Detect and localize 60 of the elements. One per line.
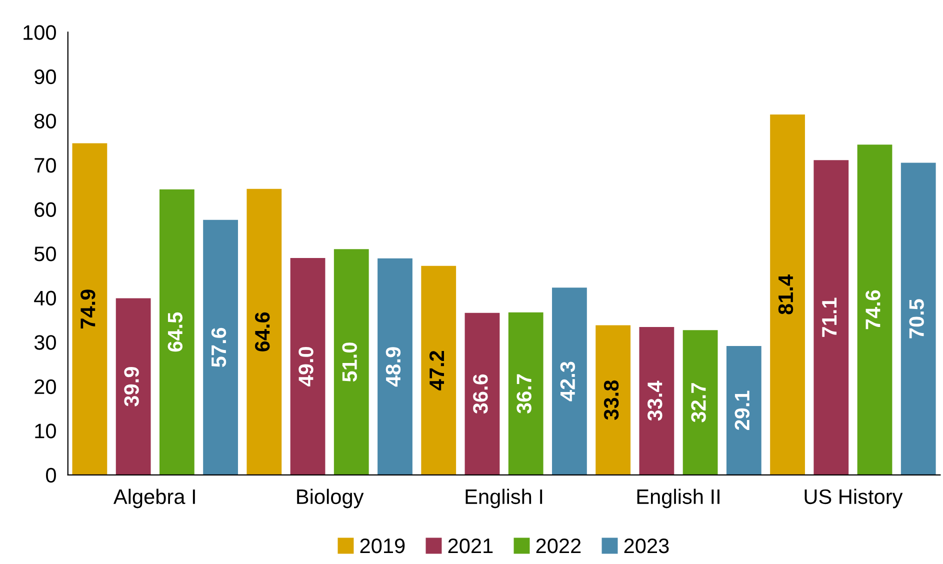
y-tick-label: 10 [35, 424, 56, 438]
bar [552, 288, 587, 475]
bar [421, 266, 456, 475]
data-label: 36.7 [516, 374, 532, 414]
bar [378, 258, 412, 475]
data-label: 36.6 [473, 374, 488, 414]
data-label: 29.1 [734, 390, 750, 430]
y-tick-label: 0 [46, 468, 56, 483]
data-label: 74.6 [866, 290, 880, 330]
bar [857, 144, 892, 475]
y-tick-label: 70 [34, 158, 56, 173]
bar [464, 312, 500, 475]
bar [246, 188, 282, 475]
bar [334, 249, 369, 475]
x-tick-label: English II [637, 488, 720, 508]
bar [290, 258, 326, 475]
data-label: 64.6 [255, 312, 270, 352]
data-label: 47.2 [429, 350, 444, 390]
data-label: 57.6 [211, 328, 226, 368]
bar [639, 327, 674, 475]
legend-label: 2021 [448, 538, 493, 554]
y-tick-label: 20 [34, 379, 56, 394]
bar [116, 298, 151, 475]
bar [203, 220, 238, 475]
bar [682, 330, 718, 475]
y-tick-label: 90 [34, 69, 56, 84]
y-tick-label: 60 [34, 202, 56, 217]
data-label: 39.9 [124, 367, 139, 406]
data-label: 71.1 [822, 298, 837, 337]
x-tick-label: Biology [297, 488, 364, 508]
legend-label: 2022 [536, 538, 581, 554]
bar [72, 143, 108, 475]
x-tick-label: Algebra I [113, 488, 195, 508]
data-label: 49.0 [298, 346, 314, 386]
data-label: 70.5 [909, 299, 924, 338]
data-label: 33.4 [648, 380, 662, 421]
y-tick-label: 30 [34, 335, 56, 350]
legend-label: 2019 [360, 538, 405, 554]
bar [726, 346, 762, 475]
y-tick-label: 40 [34, 290, 56, 306]
data-label: 48.9 [386, 347, 401, 387]
x-tick-label: US History [804, 488, 903, 508]
bar [814, 160, 849, 475]
y-tick-label: 100 [24, 25, 56, 40]
bar [770, 114, 805, 475]
y-tick-label: 50 [34, 246, 56, 262]
bar [508, 312, 544, 475]
data-label: 32.7 [691, 383, 706, 422]
data-label: 42.3 [560, 362, 576, 402]
bar [159, 189, 194, 475]
x-tick-label: English I [466, 488, 542, 508]
legend-label: 2023 [624, 538, 669, 554]
data-label: 51.0 [342, 342, 357, 382]
data-label: 64.5 [168, 312, 183, 352]
bar [900, 162, 936, 475]
data-label: 81.4 [778, 274, 794, 314]
data-label: 33.8 [604, 380, 619, 420]
bar [596, 325, 631, 475]
y-tick-label: 80 [34, 114, 56, 128]
data-label: 74.9 [80, 290, 96, 328]
